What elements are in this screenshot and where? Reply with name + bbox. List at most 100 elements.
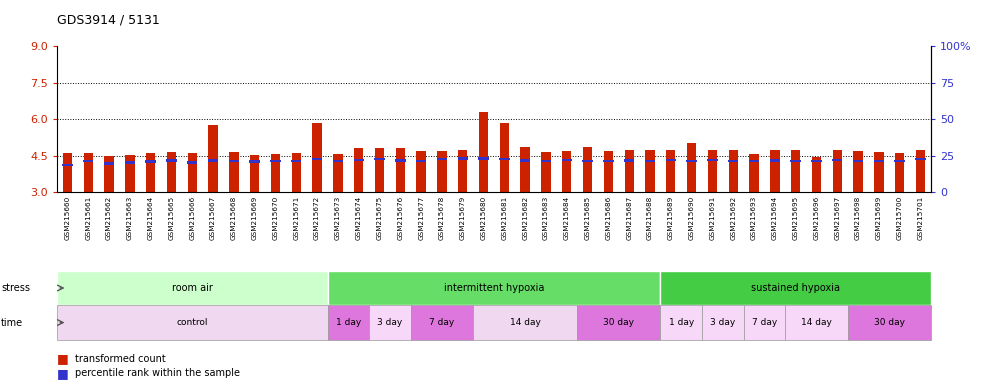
- Text: GSM215681: GSM215681: [501, 196, 507, 240]
- Bar: [702, 305, 743, 340]
- Text: GSM215666: GSM215666: [190, 196, 196, 240]
- Text: GSM215694: GSM215694: [772, 196, 778, 240]
- Bar: [770, 150, 780, 192]
- Text: GSM215684: GSM215684: [564, 196, 570, 240]
- Bar: [187, 161, 198, 164]
- Bar: [541, 160, 551, 162]
- Text: GSM215680: GSM215680: [481, 196, 487, 240]
- Bar: [749, 160, 759, 162]
- Bar: [57, 271, 327, 305]
- Bar: [708, 150, 718, 192]
- Text: stress: stress: [1, 283, 30, 293]
- Bar: [479, 157, 489, 160]
- Text: GSM215675: GSM215675: [376, 196, 382, 240]
- Bar: [895, 153, 904, 192]
- Bar: [561, 159, 572, 161]
- Text: GSM215686: GSM215686: [606, 196, 611, 240]
- Bar: [833, 150, 842, 192]
- Bar: [354, 159, 364, 161]
- Bar: [770, 159, 781, 162]
- Bar: [250, 155, 260, 192]
- Text: GSM215660: GSM215660: [65, 196, 71, 240]
- Text: GSM215672: GSM215672: [315, 196, 320, 240]
- Text: GSM215699: GSM215699: [876, 196, 882, 240]
- Bar: [686, 160, 697, 162]
- Text: GSM215671: GSM215671: [293, 196, 299, 240]
- Text: GSM215688: GSM215688: [647, 196, 653, 240]
- Text: transformed count: transformed count: [75, 354, 165, 364]
- Bar: [499, 158, 509, 161]
- Bar: [832, 159, 842, 161]
- Bar: [332, 160, 343, 162]
- Bar: [473, 305, 577, 340]
- Bar: [437, 151, 446, 192]
- Bar: [666, 150, 675, 192]
- Text: 7 day: 7 day: [430, 318, 454, 327]
- Text: GSM215685: GSM215685: [585, 196, 591, 240]
- Bar: [312, 158, 322, 161]
- Bar: [457, 157, 468, 160]
- Bar: [743, 305, 785, 340]
- Bar: [327, 271, 661, 305]
- Bar: [915, 158, 926, 161]
- Text: ■: ■: [57, 367, 69, 380]
- Bar: [395, 148, 405, 192]
- Bar: [916, 150, 925, 192]
- Text: sustained hypoxia: sustained hypoxia: [751, 283, 840, 293]
- Text: 3 day: 3 day: [710, 318, 735, 327]
- Bar: [250, 161, 260, 163]
- Bar: [812, 157, 821, 192]
- Text: GSM215682: GSM215682: [522, 196, 528, 240]
- Bar: [416, 160, 427, 162]
- Bar: [895, 160, 905, 162]
- Bar: [104, 162, 114, 164]
- Text: room air: room air: [172, 283, 212, 293]
- Bar: [583, 147, 593, 192]
- Text: GSM215687: GSM215687: [626, 196, 632, 240]
- Bar: [785, 305, 847, 340]
- Text: GSM215668: GSM215668: [231, 196, 237, 240]
- Text: GSM215663: GSM215663: [127, 196, 133, 240]
- Bar: [207, 159, 218, 162]
- Text: GSM215678: GSM215678: [439, 196, 445, 240]
- Bar: [687, 143, 696, 192]
- Bar: [853, 160, 863, 162]
- Bar: [375, 148, 384, 192]
- Text: 14 day: 14 day: [801, 318, 832, 327]
- Bar: [125, 161, 135, 164]
- Bar: [125, 155, 135, 192]
- Bar: [458, 150, 468, 192]
- Bar: [229, 152, 239, 192]
- Bar: [84, 152, 93, 192]
- Bar: [313, 123, 321, 192]
- Bar: [145, 161, 156, 163]
- Bar: [369, 305, 411, 340]
- Bar: [542, 152, 550, 192]
- Text: GSM215673: GSM215673: [335, 196, 341, 240]
- Bar: [292, 153, 301, 192]
- Bar: [208, 125, 218, 192]
- Bar: [791, 150, 800, 192]
- Bar: [63, 152, 72, 192]
- Text: 1 day: 1 day: [335, 318, 361, 327]
- Text: GSM215698: GSM215698: [855, 196, 861, 240]
- Bar: [83, 160, 93, 162]
- Bar: [604, 151, 613, 192]
- Bar: [327, 305, 369, 340]
- Text: 1 day: 1 day: [668, 318, 694, 327]
- Bar: [665, 159, 676, 161]
- Bar: [354, 148, 364, 192]
- Text: percentile rank within the sample: percentile rank within the sample: [75, 368, 240, 378]
- Text: GSM215669: GSM215669: [252, 196, 258, 240]
- Bar: [577, 305, 661, 340]
- Text: GSM215689: GSM215689: [667, 196, 673, 240]
- Text: 7 day: 7 day: [752, 318, 778, 327]
- Text: GSM215665: GSM215665: [168, 196, 174, 240]
- Bar: [728, 160, 738, 162]
- Bar: [661, 271, 931, 305]
- Bar: [188, 152, 197, 192]
- Text: 30 day: 30 day: [604, 318, 634, 327]
- Text: GSM215693: GSM215693: [751, 196, 757, 240]
- Bar: [291, 160, 302, 162]
- Text: GSM215683: GSM215683: [543, 196, 549, 240]
